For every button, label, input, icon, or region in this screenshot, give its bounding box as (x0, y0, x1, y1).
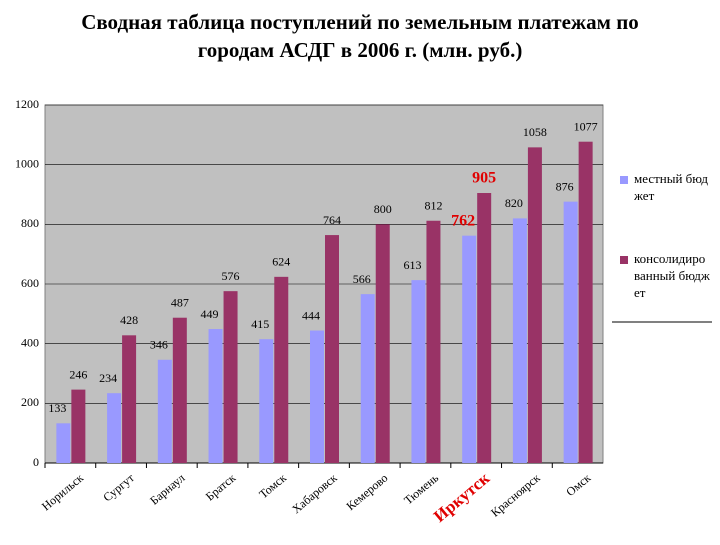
value-label: 876 (556, 179, 574, 193)
x-tick-label: Кемерово (344, 471, 391, 513)
bar (274, 276, 289, 463)
value-label: 234 (99, 371, 117, 385)
x-tick-label: Тюмень (401, 470, 441, 507)
y-tick-label: 800 (21, 216, 39, 230)
bar (360, 294, 375, 463)
bar (563, 201, 578, 463)
value-label: 566 (353, 272, 371, 286)
value-label: 800 (374, 202, 392, 216)
bar (462, 235, 477, 463)
x-tick-label: Иркутск (430, 468, 493, 526)
bar (512, 218, 527, 463)
bar (375, 224, 390, 463)
x-tick-label: Томск (256, 471, 289, 502)
y-tick-label: 200 (21, 395, 39, 409)
bar (172, 317, 187, 463)
value-label: 1077 (574, 119, 598, 133)
bar (157, 359, 172, 463)
value-label: 624 (272, 255, 290, 269)
value-label: 133 (48, 401, 66, 415)
legend-label: консолидированный бюджет (634, 251, 710, 300)
bar (527, 147, 542, 463)
legend-swatch (620, 176, 628, 184)
legend-box: местный бюджет (634, 171, 708, 203)
value-label: 246 (69, 367, 87, 381)
bar (426, 220, 441, 463)
value-label: 762 (451, 212, 475, 229)
bar (56, 423, 71, 463)
value-label: 487 (171, 295, 189, 309)
x-tick-label: Сургут (100, 470, 137, 504)
value-label: 812 (424, 199, 442, 213)
bar (325, 235, 339, 463)
x-tick-label: Красноярск (488, 471, 543, 520)
bar (259, 339, 274, 463)
bar (411, 280, 426, 463)
bar (477, 193, 492, 463)
x-tick-label: Братск (203, 471, 239, 504)
title-box: Сводная таблица поступлений по земельным… (81, 10, 639, 62)
legend-label: местный бюджет (634, 171, 708, 203)
y-tick-label: 0 (33, 455, 39, 469)
value-label: 444 (302, 308, 320, 322)
y-tick-label: 400 (21, 335, 39, 349)
value-label: 764 (323, 213, 341, 227)
value-label: 576 (222, 269, 240, 283)
y-tick-label: 1000 (15, 156, 39, 170)
x-tick-label: Барнаул (147, 471, 187, 508)
x-tick-label: Норильск (39, 471, 86, 514)
bar (208, 329, 223, 463)
chart-title: Сводная таблица поступлений по земельным… (81, 10, 639, 62)
x-tick-label: Омск (563, 471, 593, 499)
bar (122, 335, 137, 463)
value-label: 415 (251, 317, 269, 331)
y-tick-label: 1200 (15, 97, 39, 111)
value-label: 428 (120, 313, 138, 327)
value-label: 1058 (523, 125, 547, 139)
y-tick-label: 600 (21, 276, 39, 290)
bar (71, 389, 86, 463)
bar (223, 291, 238, 463)
value-label: 346 (150, 338, 168, 352)
value-label: 905 (472, 170, 496, 187)
bar (107, 393, 122, 463)
value-label: 820 (505, 196, 523, 210)
x-tick-label: Хабаровск (289, 471, 340, 517)
bar (578, 141, 593, 463)
value-label: 449 (201, 307, 219, 321)
legend-box: консолидированный бюджет (634, 251, 710, 300)
bar (310, 330, 324, 463)
value-label: 613 (403, 258, 421, 272)
legend-swatch (620, 256, 628, 264)
